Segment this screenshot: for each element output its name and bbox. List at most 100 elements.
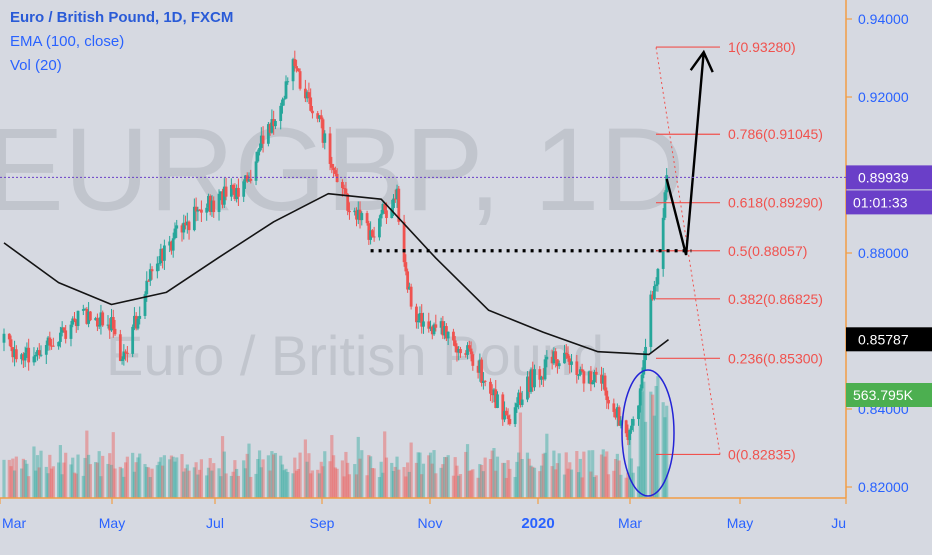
volume-bar xyxy=(182,471,186,498)
volume-bar xyxy=(64,452,68,498)
volume-bar xyxy=(642,381,646,498)
candle-body xyxy=(198,209,202,211)
volume-bar xyxy=(159,457,163,498)
volume-bar xyxy=(613,459,618,498)
volume-bar xyxy=(284,468,288,498)
candle-body xyxy=(212,200,216,213)
candle-body xyxy=(37,350,41,356)
candle-body xyxy=(293,59,297,67)
price-scale-background xyxy=(846,0,932,550)
volume-bar xyxy=(222,451,226,498)
volume-bar xyxy=(81,475,85,498)
candle-body xyxy=(148,269,152,281)
time-tick-label: Mar xyxy=(618,515,642,531)
candle-body xyxy=(113,328,117,335)
ema-line[interactable] xyxy=(3,192,669,356)
volume-bar xyxy=(85,430,89,498)
volume-bar xyxy=(591,450,595,498)
candle-body xyxy=(106,324,110,326)
candle-body xyxy=(630,425,633,431)
candle-body xyxy=(25,347,29,353)
volume-bar xyxy=(83,457,87,498)
time-tick-label: Jul xyxy=(206,515,224,531)
volume-bar xyxy=(594,475,598,498)
candle-body xyxy=(466,345,469,355)
volume-bar xyxy=(330,435,334,498)
volume-bar xyxy=(527,458,531,498)
candle-body xyxy=(429,326,432,329)
volume-bar xyxy=(185,464,189,498)
volume-bar xyxy=(428,452,433,498)
chart-title[interactable]: Euro / British Pound, 1D, FXCM xyxy=(10,9,234,26)
candle-body xyxy=(266,124,270,144)
candle-body xyxy=(20,354,24,360)
candle-body xyxy=(427,321,431,329)
time-tick-label: Sep xyxy=(310,515,335,531)
drawings[interactable] xyxy=(370,49,714,497)
volume-bar xyxy=(247,443,251,498)
candle-body xyxy=(577,374,580,376)
volume-bar xyxy=(316,469,320,498)
volume-bar xyxy=(654,385,658,498)
candle-body xyxy=(570,361,573,365)
candle-body xyxy=(543,359,547,380)
current-price-badge xyxy=(846,165,932,190)
projection-arrow-line[interactable] xyxy=(665,51,705,256)
candle-body xyxy=(490,393,494,396)
candle-body xyxy=(94,318,98,321)
candle-body xyxy=(552,351,556,364)
candle-body xyxy=(587,371,591,384)
candle-body xyxy=(661,217,665,269)
volume-bar xyxy=(32,446,36,498)
candle-body xyxy=(235,187,239,200)
volume-bar xyxy=(406,462,410,498)
volume-bar xyxy=(198,469,202,498)
candle-body xyxy=(173,228,177,239)
countdown-badge xyxy=(846,190,932,215)
projection-arrow-head[interactable] xyxy=(689,49,714,73)
volume-bar xyxy=(562,474,567,498)
volume-bar xyxy=(358,458,362,498)
volume-bar xyxy=(344,451,348,498)
candle-body xyxy=(219,191,223,194)
volume-spike-ellipse[interactable] xyxy=(621,369,675,497)
candle-body xyxy=(207,195,210,208)
volume-bar xyxy=(206,467,211,498)
volume-bar xyxy=(25,463,29,498)
volume-bar xyxy=(369,456,373,498)
volume-bar xyxy=(175,457,179,498)
candle-body xyxy=(506,415,510,419)
volume-bar xyxy=(377,477,382,498)
volume-bar xyxy=(407,471,411,498)
volume-bar xyxy=(162,455,166,498)
volume-bar xyxy=(458,474,463,498)
candle-body xyxy=(83,308,87,310)
ema-indicator-label[interactable]: EMA (100, close) xyxy=(10,33,125,50)
volume-bar xyxy=(14,456,18,498)
candle-body xyxy=(344,188,348,194)
volume-bar xyxy=(353,464,357,498)
watermark: EURGBP, 1D Euro / British Pound xyxy=(0,104,685,387)
fibonacci-retracement[interactable]: 1(0.93280) 0.786(0.91045) 0.618(0.89290) 0.… xyxy=(655,39,823,462)
candle-body xyxy=(439,321,443,328)
candle-body xyxy=(617,407,621,426)
chart-legend: Euro / British Pound, 1D, FXCM EMA (100,… xyxy=(10,6,233,78)
volume-indicator-label[interactable]: Vol (20) xyxy=(10,57,62,74)
candle-body xyxy=(74,320,78,327)
watermark-symbol: EURGBP, 1D xyxy=(0,104,685,236)
candle-body xyxy=(296,68,300,72)
volume-bar xyxy=(309,473,313,498)
volume-bar xyxy=(502,462,507,498)
candle-body xyxy=(418,313,422,321)
volume-bar xyxy=(319,461,323,498)
candle-body xyxy=(566,354,570,359)
fib-trend-line[interactable] xyxy=(655,47,721,455)
volume-bar xyxy=(617,460,621,498)
candle-body xyxy=(274,120,277,127)
candle-body xyxy=(652,286,656,300)
time-tick-label: May xyxy=(727,515,753,531)
candle-body xyxy=(221,191,224,205)
